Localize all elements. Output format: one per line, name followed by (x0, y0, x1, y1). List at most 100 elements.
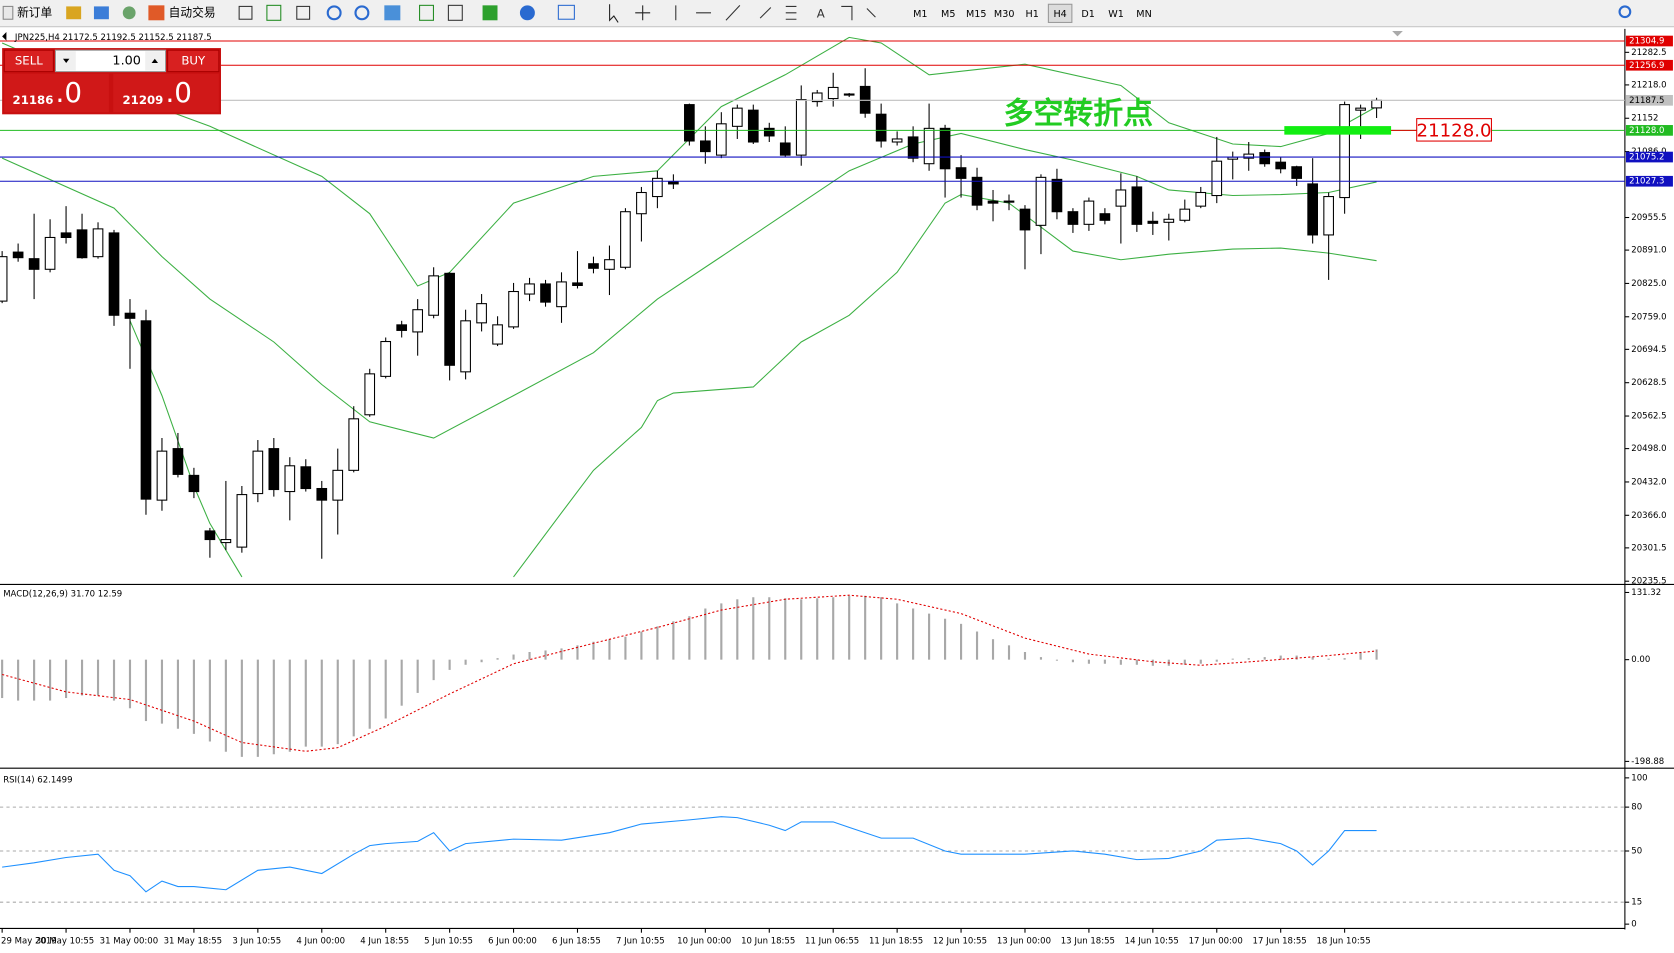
candle-body (1243, 153, 1255, 159)
x-tick-label: 13 Jun 00:00 (997, 937, 1051, 947)
timeframe-button[interactable]: M5 (941, 9, 955, 20)
candle-body (124, 312, 136, 319)
new-order-button[interactable]: 新订单 (17, 5, 52, 19)
volume-input[interactable] (54, 49, 167, 73)
icon (266, 4, 282, 21)
volume-value[interactable]: 1.00 (112, 53, 140, 68)
candle-body (204, 530, 216, 541)
sell-price-box[interactable] (4, 73, 109, 113)
level-highlight (1284, 126, 1392, 135)
y-tick-label: 20562.5 (1631, 412, 1666, 422)
toolbar-icons: A (2, 4, 1632, 23)
candle-body (92, 228, 104, 258)
buy-label[interactable]: BUY (181, 53, 206, 67)
y-tick-label: 20366.0 (1631, 511, 1666, 521)
timeframe-button[interactable]: H4 (1053, 9, 1066, 20)
candle-body (923, 127, 935, 165)
bollinger-band (513, 193, 1377, 578)
candle-body (939, 127, 951, 170)
y-tick-label: 20694.5 (1631, 345, 1666, 355)
chart-menu (2, 32, 7, 41)
timeframe-button[interactable]: M30 (994, 9, 1015, 20)
auto-trading-button[interactable]: 自动交易 (169, 5, 216, 19)
buy-price-box[interactable] (113, 73, 219, 113)
icon (326, 5, 342, 21)
candle-body (492, 324, 503, 345)
bollinger-band (1, 36, 1377, 287)
level-label-bg (1625, 35, 1673, 47)
y-tick-label: 15 (1631, 898, 1642, 908)
timeframe-button[interactable]: W1 (1108, 9, 1124, 20)
x-tick-label: 7 Jun 10:55 (616, 937, 665, 947)
candle-body (60, 232, 72, 239)
candle-body (412, 309, 424, 333)
x-tick-label: 11 Jun 18:55 (869, 937, 923, 947)
y-tick-label: 20955.5 (1631, 213, 1666, 223)
icon (122, 6, 136, 20)
y-tick-label: 20825.0 (1631, 279, 1666, 289)
candle-body (1323, 196, 1334, 236)
timeframe-bar: M1 M5 M15 M30 H1 H4 D1 W1 MN (913, 3, 1152, 23)
level-label-bg (1625, 59, 1673, 71)
x-tick-label: 12 Jun 10:55 (933, 937, 987, 947)
candle-body (44, 236, 56, 270)
candle-body (907, 136, 919, 159)
icon (66, 6, 82, 20)
y-tick-label: 20891.0 (1631, 246, 1666, 256)
candle-body (444, 272, 455, 366)
rsi-line (2, 816, 1377, 893)
candle-body (620, 211, 631, 268)
timeframe-button[interactable]: MN (1136, 9, 1151, 20)
candle-body (1275, 161, 1287, 170)
x-tick-label: 11 Jun 06:55 (805, 937, 859, 947)
candle-body (700, 140, 711, 153)
x-tick-label: 31 May 18:55 (164, 937, 222, 947)
icon (62, 58, 70, 64)
y-tick-label: 20301.5 (1631, 543, 1666, 553)
candle-body (747, 109, 759, 143)
candle-body (1339, 104, 1350, 199)
icon (447, 4, 463, 21)
buy-button[interactable] (167, 49, 220, 73)
icon (675, 4, 876, 21)
candle-body (284, 465, 296, 493)
x-tick-label: 6 Jun 18:55 (552, 937, 601, 947)
y-tick-label: 21218.0 (1631, 80, 1666, 90)
sell-label[interactable]: SELL (15, 53, 43, 67)
level-label-bg (1625, 151, 1673, 163)
y-tick-label: 20628.5 (1631, 378, 1666, 388)
timeframe-button[interactable]: M1 (913, 9, 927, 20)
signal-line (1, 594, 1377, 752)
icon (609, 4, 619, 23)
candle-body (172, 448, 184, 475)
candle-body (1307, 183, 1318, 236)
x-tick-label: 4 Jun 18:55 (360, 937, 409, 947)
search-icon[interactable] (1618, 5, 1632, 19)
candle-body (1051, 178, 1063, 213)
rsi-header: RSI(14) 62.1499 (3, 775, 72, 785)
x-tick-label: 17 Jun 00:00 (1189, 937, 1243, 947)
candle-body (572, 282, 583, 286)
x-tick-label: 4 Jun 00:00 (296, 937, 345, 947)
candle-body (236, 494, 248, 548)
candle-body (652, 177, 663, 198)
candle-body (971, 176, 983, 206)
candle-body (556, 281, 567, 308)
level-price-box-label: 21128.0 (1417, 120, 1492, 141)
candle-body (460, 320, 471, 373)
timeframe-button[interactable]: H1 (1025, 9, 1038, 20)
x-tick-label: 18 Jun 10:55 (1316, 937, 1370, 947)
y-tick-label: 50 (1631, 847, 1642, 857)
candle-body (875, 113, 887, 142)
candle-body (380, 340, 392, 377)
candle-body (428, 275, 439, 316)
level-label: 21075.2 (1629, 153, 1664, 163)
candle-body (811, 92, 823, 103)
timeframe-button[interactable]: D1 (1081, 9, 1095, 20)
candle-body (1083, 200, 1095, 225)
timeframe-button[interactable]: M15 (966, 9, 987, 20)
candle-body (316, 487, 328, 501)
y-tick-label: 0.00 (1631, 655, 1650, 665)
sell-button[interactable] (3, 49, 54, 73)
